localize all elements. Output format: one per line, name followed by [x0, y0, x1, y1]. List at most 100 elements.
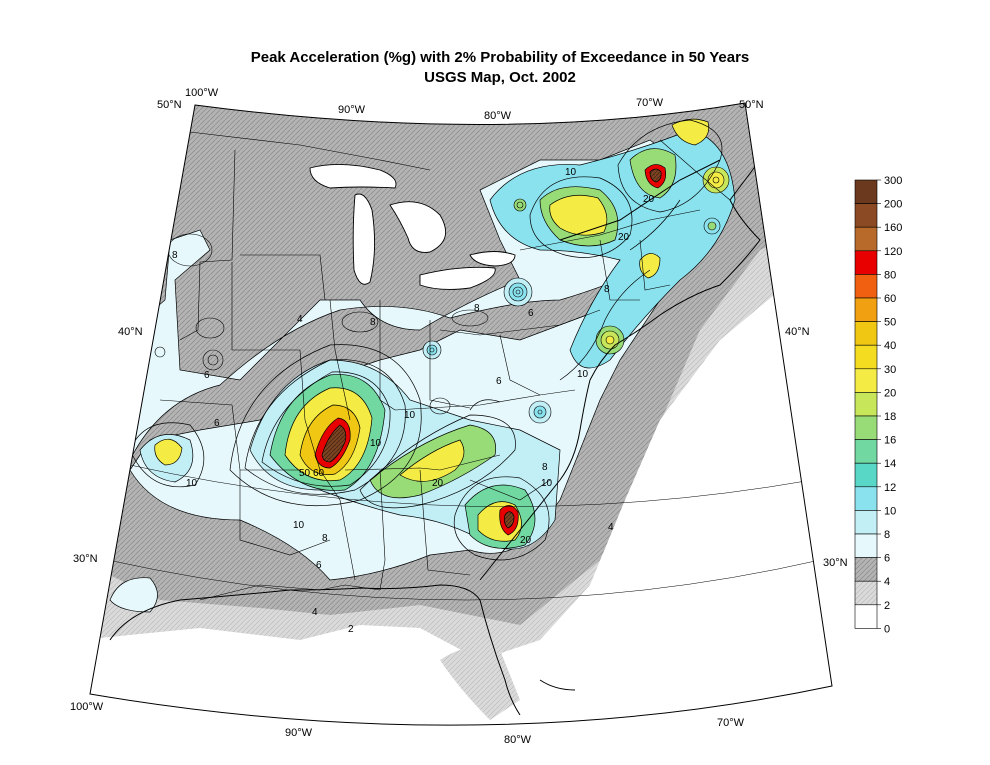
lat-label-left-30n: 30°N [73, 553, 98, 565]
hazard-zone-nmsz-300 [321, 424, 347, 463]
legend-swatch [854, 415, 878, 440]
contour-label: 4 [608, 522, 614, 533]
contour-label: 8 [370, 317, 376, 328]
contour-label: 20 [520, 535, 532, 546]
small-bullseye-contours [154, 166, 730, 424]
title-line-1: Peak Acceleration (%g) with 2% Probabili… [250, 49, 750, 66]
contour-label: 60 [313, 468, 325, 479]
legend-tick-label: 16 [884, 435, 896, 447]
legend-tick-label: 14 [884, 458, 896, 470]
contour-label: 8 [172, 250, 178, 261]
contour-label: 8 [542, 462, 548, 473]
legend-tick-label: 20 [884, 387, 896, 399]
contour-label: 6 [496, 376, 502, 387]
legend-tick-label: 160 [884, 222, 902, 234]
hazard-zone-etn [399, 439, 465, 482]
graticule-lines [107, 464, 821, 601]
map-area [90, 103, 832, 726]
legend-swatch [854, 226, 878, 252]
legend-tick-label: 2 [884, 600, 890, 612]
contour-label: 8 [604, 284, 610, 295]
contour-label: 6 [316, 560, 322, 571]
legend-tick-label: 4 [884, 576, 890, 588]
legend-tick-label: 8 [884, 529, 890, 541]
lat-label-left-50n: 50°N [157, 99, 182, 111]
legend-swatch [854, 203, 878, 228]
hazard-zone-charlevoix-max [649, 168, 662, 183]
legend-tick-label: 200 [884, 199, 902, 211]
legend-tick-label: 50 [884, 317, 896, 329]
hazard-zone-vermont-core [639, 253, 661, 279]
legend-swatch [854, 392, 878, 417]
legend-swatch [854, 557, 878, 582]
legend-swatch [854, 439, 878, 464]
contour-label: 50 [299, 468, 311, 479]
hazard-zone-0-2 [90, 270, 832, 726]
contour-label: 10 [293, 520, 305, 531]
lon-label-top-90w: 90°W [338, 104, 366, 116]
great-lakes [309, 163, 516, 290]
lat-label-right-40n: 40°N [785, 326, 810, 338]
lon-label-bottom-80w: 80°W [504, 734, 532, 746]
contour-label: 10 [565, 167, 577, 178]
legend-swatch [854, 321, 878, 346]
contour-label: 20 [432, 478, 444, 489]
lon-label-bottom-90w: 90°W [285, 727, 313, 739]
contour-label: 6 [528, 308, 534, 319]
lon-label-top-70w: 70°W [636, 97, 664, 109]
legend-tick-label: 18 [884, 411, 896, 423]
hazard-zone-north-core [671, 118, 710, 146]
legend-tick-label: 10 [884, 505, 896, 517]
lon-label-top-100w: 100°W [185, 87, 219, 99]
contour-label: 10 [186, 478, 198, 489]
legend-tick-label: 300 [884, 175, 902, 187]
lat-label-right-50n: 50°N [739, 99, 764, 111]
hazard-zone-ok-core [154, 438, 183, 466]
legend-swatch [854, 274, 878, 299]
contour-label: 10 [370, 438, 382, 449]
legend-swatch [854, 344, 878, 370]
contour-label: 8 [474, 303, 480, 314]
lat-label-left-40n: 40°N [118, 326, 143, 338]
contour-label: 10 [577, 369, 589, 380]
contour-label: 4 [312, 607, 318, 618]
hazard-zone-charleston-max [504, 511, 515, 529]
map-title: Peak Acceleration (%g) with 2% Probabili… [0, 48, 990, 88]
hazard-zone-quebec-core [549, 194, 608, 236]
contour-label: 6 [214, 418, 220, 429]
legend-swatch [854, 486, 878, 511]
graticule-labels: 100°W 90°W 80°W 70°W 100°W 90°W 80°W 70°… [70, 87, 848, 746]
contour-label: 10 [541, 478, 553, 489]
legend-tick-label: 6 [884, 553, 890, 565]
lat-label-right-30n: 30°N [823, 557, 848, 569]
legend-tick-label: 60 [884, 293, 896, 305]
legend-swatch [854, 604, 878, 629]
contour-label: 8 [322, 533, 328, 544]
legend-tick-label: 12 [884, 482, 896, 494]
coastline [109, 159, 761, 716]
legend-swatch [854, 297, 878, 322]
lon-label-bottom-70w: 70°W [717, 717, 745, 729]
legend-swatch [854, 462, 878, 488]
contour-label: 2 [348, 624, 354, 635]
lon-label-bottom-100w: 100°W [70, 701, 104, 713]
legend-swatch [854, 179, 878, 204]
title-line-2: USGS Map, Oct. 2002 [424, 69, 576, 86]
legend-swatch [854, 368, 878, 393]
contour-label: 20 [643, 194, 655, 205]
political-boundaries [159, 131, 731, 601]
legend-swatch [854, 533, 878, 558]
contour-labels: 2 4 4 4 6 6 6 8 8 8 8 10 10 10 10 10 20 … [172, 167, 655, 635]
contour-label: 6 [204, 370, 210, 381]
legend-tick-label: 0 [884, 623, 890, 635]
contour-label: 10 [404, 410, 416, 421]
legend-tick-label: 120 [884, 246, 902, 258]
lon-label-top-80w: 80°W [484, 110, 512, 122]
legend-swatch [854, 250, 878, 275]
legend-tick-label: 80 [884, 269, 896, 281]
contour-label: 4 [297, 314, 303, 325]
map-frame [89, 102, 833, 726]
hazard-zone-10-12-ne [489, 129, 736, 369]
